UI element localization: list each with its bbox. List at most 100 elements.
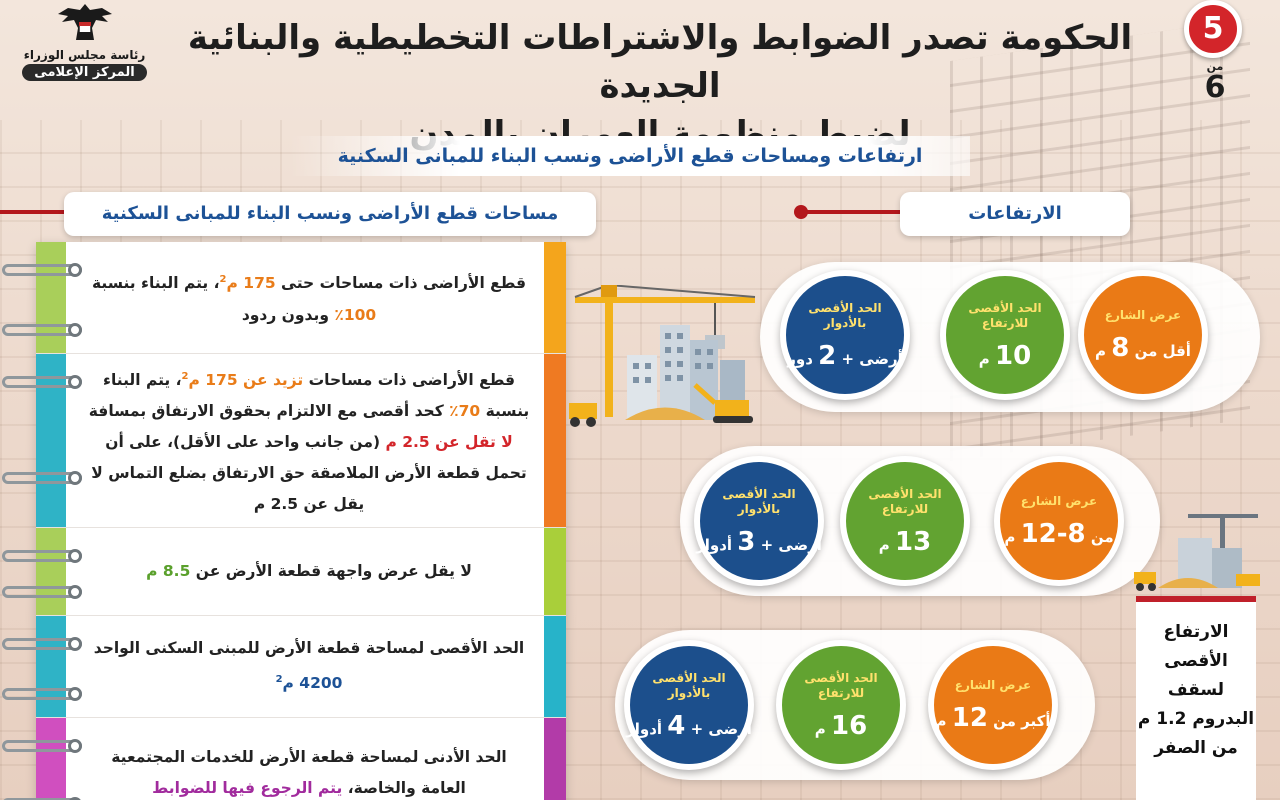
- circle-value-number: 3: [737, 526, 756, 557]
- notebook-spine: [36, 616, 66, 717]
- page-indicator: 5 من 6: [1184, 0, 1246, 103]
- circle-value-unit: م: [1004, 528, 1021, 546]
- circle-floors-2: الحد الأقصى بالأدوار أرضى + 3 أدوار: [694, 456, 824, 586]
- circle-value-prefix: أرضى +: [836, 349, 903, 368]
- circle-value: 13 م: [879, 525, 931, 562]
- regulation-text-part: قطع الأراضى ذات مساحات: [303, 371, 515, 390]
- circle-label: عرض الشارع: [954, 678, 1032, 692]
- circle-value-unit: دور: [787, 349, 819, 368]
- egypt-eagle-emblem-icon: [50, 0, 120, 46]
- circle-label: الحد الأقصى بالأدوار: [722, 486, 796, 516]
- circle-floors-3: الحد الأقصى بالأدوار أرضى + 4 أدوار: [624, 640, 754, 770]
- binder-hole: [68, 263, 82, 277]
- regulation-text: الحد الأدنى لمساحة قطعة الأرض للخدمات ال…: [88, 718, 530, 800]
- circle-label: الحد الأقصى للارتفاع: [804, 670, 878, 700]
- regulation-text: لا يقل عرض واجهة قطعة الأرض عن 8.5 م: [88, 528, 530, 615]
- row-color-tab: [544, 528, 566, 615]
- circle-street-1: عرض الشارع أقل من 8 م: [1078, 270, 1208, 400]
- regulation-row-1: قطع الأراضى ذات مساحات حتى 175 م2، يتم ا…: [2, 242, 566, 354]
- regulation-text-part: 2: [181, 370, 189, 382]
- circle-floors-1: الحد الأقصى بالأدوار أرضى + 2 دور: [780, 270, 910, 400]
- regulation-text-part: لا تقل عن 2.5 م: [385, 433, 513, 452]
- circle-label: الحد الأقصى بالأدوار: [808, 300, 882, 330]
- regulation-text: قطع الأراضى ذات مساحات حتى 175 م2، يتم ا…: [88, 242, 530, 353]
- circle-label: عرض الشارع: [1104, 308, 1182, 322]
- regulation-text-part: (من جانب واحد على الأقل)، على أن تحمل قط…: [91, 433, 527, 514]
- left-header-line: [0, 210, 80, 214]
- construction-crane-icon: [565, 284, 770, 430]
- circle-street-2: عرض الشارع من 8-12 م: [994, 456, 1124, 586]
- left-section-heading: مساحات قطع الأراضى ونسب البناء للمبانى ا…: [64, 192, 596, 236]
- binder-hole: [68, 687, 82, 701]
- binder-hole: [68, 637, 82, 651]
- binder-hole: [68, 549, 82, 563]
- regulation-text-part: ، يتم البناء بنسبة: [91, 274, 220, 293]
- regulation-text-part: 8.5 م: [146, 562, 191, 580]
- circle-value-unit: أدوار: [696, 535, 738, 554]
- circle-label: الحد الأقصى بالأدوار: [652, 670, 726, 700]
- circle-value: أرضى + 3 أدوار: [696, 525, 822, 562]
- regulation-text-part: يتم الرجوع فيها للضوابط: [152, 778, 343, 797]
- circle-value: أكبر من 12 م: [936, 701, 1051, 738]
- circle-value-prefix: أرضى +: [685, 719, 752, 738]
- regulation-text-part: 2: [275, 674, 283, 686]
- regulation-text-part: تزيد عن 175 م: [188, 371, 304, 390]
- binder-hole: [68, 739, 82, 753]
- logo-text-media-center: المركز الإعلامى: [22, 64, 147, 81]
- regulation-text-part: 2: [219, 274, 227, 286]
- basement-height-note: الارتفاع الأقصى لسقف البدروم 1.2 م من ال…: [1136, 596, 1256, 800]
- circle-value-number: 16: [831, 710, 868, 741]
- circle-value: من 8-12 م: [1004, 517, 1113, 554]
- page-of-label: من: [1206, 60, 1224, 73]
- regulation-row-5: الحد الأدنى لمساحة قطعة الأرض للخدمات ال…: [2, 718, 566, 800]
- circle-value: أقل من 8 م: [1095, 331, 1191, 368]
- circle-value-number: 8: [1111, 333, 1130, 363]
- regulation-text-part: الحد الأقصى لمساحة قطعة الأرض للمبنى الس…: [93, 639, 525, 658]
- regulation-row-3: لا يقل عرض واجهة قطعة الأرض عن 8.5 م: [2, 528, 566, 616]
- logo-text-cabinet: رئاسة مجلس الوزراء: [23, 48, 146, 62]
- excavator-icon: [1128, 508, 1268, 594]
- circle-height-3: الحد الأقصى للارتفاع 16 م: [776, 640, 906, 770]
- regulation-text: قطع الأراضى ذات مساحات تزيد عن 175 م2، ي…: [88, 354, 530, 527]
- right-header-dot: [794, 205, 808, 219]
- circle-value-number: 8-12: [1020, 519, 1086, 549]
- title-line-1: الحكومة تصدر الضوابط والاشتراطات التخطيط…: [187, 18, 1133, 106]
- page-total: 6: [1204, 70, 1226, 105]
- circle-value-number: 2: [818, 340, 837, 371]
- regulation-text-part: لا يقل عرض واجهة قطعة الأرض عن: [190, 562, 472, 580]
- regulation-text-part: 4200 م: [282, 674, 343, 693]
- cabinet-logo: رئاسة مجلس الوزراء المركز الإعلامى: [22, 0, 147, 88]
- circle-value-unit: م: [1095, 342, 1112, 360]
- notebook-spine: [36, 718, 66, 800]
- circle-label: الحد الأقصى للارتفاع: [968, 300, 1042, 330]
- circle-value-unit: م: [978, 349, 996, 368]
- circle-value-unit: م: [814, 719, 832, 738]
- circle-value: أرضى + 2 دور: [787, 339, 902, 376]
- circle-value-prefix: أرضى +: [755, 535, 822, 554]
- regulations-notebook: قطع الأراضى ذات مساحات حتى 175 م2، يتم ا…: [2, 242, 566, 800]
- regulation-text-part: 70٪: [449, 402, 481, 421]
- regulation-text-part: 100٪: [334, 305, 377, 324]
- page-current: 5: [1184, 0, 1242, 58]
- regulation-text-part: وبدون ردود: [241, 305, 335, 324]
- circle-value: 10 م: [979, 339, 1031, 376]
- row-color-tab: [544, 242, 566, 353]
- regulation-text-part: 175 م: [226, 274, 276, 293]
- regulation-text: الحد الأقصى لمساحة قطعة الأرض للمبنى الس…: [88, 616, 530, 717]
- subtitle: ارتفاعات ومساحات قطع الأراضى ونسب البناء…: [290, 136, 970, 176]
- circle-value-number: 13: [895, 526, 932, 557]
- regulation-text-part: قطع الأراضى ذات مساحات حتى: [275, 274, 526, 293]
- regulation-text-part: ، يتم البناء بنسبة: [103, 371, 530, 421]
- circle-label: الحد الأقصى للارتفاع: [868, 486, 942, 516]
- circle-value-unit: أدوار: [626, 719, 668, 738]
- row-color-tab: [544, 616, 566, 717]
- circle-value: أرضى + 4 أدوار: [626, 709, 752, 746]
- binder-hole: [68, 323, 82, 337]
- regulation-text-part: الحد الأدنى لمساحة قطعة الأرض للخدمات ال…: [111, 747, 507, 797]
- circle-value-number: 12: [951, 703, 988, 733]
- row-color-tab: [544, 354, 566, 527]
- circle-value-unit: م: [878, 535, 896, 554]
- circle-label: عرض الشارع: [1020, 494, 1098, 508]
- circle-value-number: 10: [995, 340, 1032, 371]
- right-header-line: [800, 210, 910, 214]
